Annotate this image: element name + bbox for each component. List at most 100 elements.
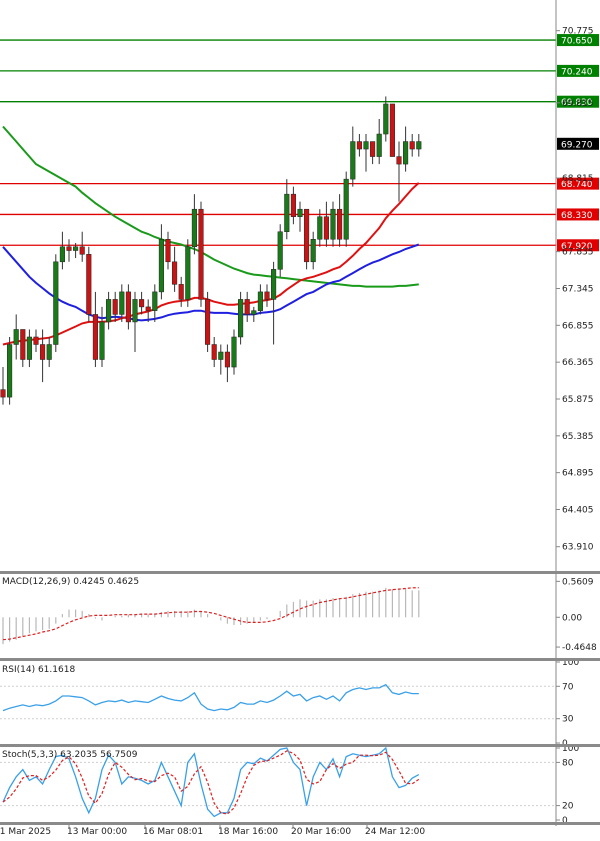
stochastic-tick-label: 80 bbox=[562, 758, 574, 768]
rsi-line bbox=[2, 683, 419, 712]
candle-body bbox=[290, 193, 296, 217]
candle-body bbox=[317, 216, 323, 240]
candle-body bbox=[79, 246, 85, 255]
candle-body bbox=[218, 351, 224, 360]
stochastic-tick-label: 100 bbox=[562, 744, 579, 754]
candle-body bbox=[26, 336, 32, 360]
candle-body bbox=[383, 103, 389, 135]
price-tick-label: 66.365 bbox=[562, 358, 594, 368]
candle-body bbox=[92, 314, 98, 360]
candle-body bbox=[310, 239, 316, 263]
price-tick-label: 64.405 bbox=[562, 505, 594, 515]
candle-body bbox=[284, 193, 290, 232]
candle-body bbox=[350, 141, 356, 180]
macd-tick-label: 0.00 bbox=[562, 613, 582, 623]
moving-average-line bbox=[2, 125, 419, 288]
current-price-label: 69.270 bbox=[561, 140, 593, 150]
candle-body bbox=[86, 254, 92, 315]
candle-body bbox=[271, 269, 277, 300]
price-panel: 70.650 70.240 69.830 68.740 68.330 67.920 69.2… bbox=[0, 27, 599, 553]
candle-body bbox=[125, 291, 131, 323]
candle-body bbox=[356, 141, 362, 150]
rsi-tick-label: 70 bbox=[562, 682, 574, 692]
candle-body bbox=[46, 344, 52, 360]
candle-body bbox=[330, 208, 336, 240]
candle-body bbox=[205, 299, 211, 345]
price-tick-label: 63.910 bbox=[562, 543, 594, 553]
rsi-tick-label: 30 bbox=[562, 715, 574, 725]
macd-label: MACD(12,26,9) 0.4245 0.4625 bbox=[2, 577, 139, 587]
candle-body bbox=[59, 246, 65, 263]
stochastic-k-line bbox=[2, 746, 420, 818]
candle-body bbox=[370, 141, 376, 157]
level-label-box bbox=[557, 208, 599, 221]
time-axis: 11 Mar 2025 13 Mar 00:00 16 Mar 08:01 18 Ma… bbox=[0, 824, 425, 837]
moving-average-line bbox=[2, 182, 420, 346]
candle-body bbox=[396, 156, 402, 165]
candle-body bbox=[132, 299, 138, 323]
stochastic-label: Stoch(5,3,3) 63.2035 56.7509 bbox=[2, 750, 138, 760]
candle-body bbox=[244, 299, 250, 315]
candle-body bbox=[106, 299, 112, 323]
rsi-panel: RSI(14) 61.1618 10070300 bbox=[0, 658, 579, 749]
candle-body bbox=[112, 299, 118, 315]
price-tick-label: 64.895 bbox=[562, 469, 594, 479]
candle-body bbox=[224, 351, 230, 368]
moving-average-line bbox=[2, 243, 420, 322]
candle-body bbox=[20, 329, 26, 360]
candle-body bbox=[139, 299, 145, 308]
level-label-box bbox=[557, 34, 599, 47]
price-tick-label: 70.775 bbox=[562, 27, 594, 37]
level-label: 68.330 bbox=[561, 211, 593, 221]
candle-body bbox=[416, 141, 422, 150]
level-label: 70.240 bbox=[561, 67, 593, 77]
price-tick-label: 69.815 bbox=[562, 99, 594, 109]
level-label-box bbox=[557, 64, 599, 77]
time-tick-label: 11 Mar 2025 bbox=[0, 827, 51, 837]
candle-body bbox=[231, 336, 237, 368]
candle-body bbox=[251, 310, 257, 315]
price-tick-label: 65.385 bbox=[562, 432, 594, 442]
candle-body bbox=[119, 291, 125, 315]
candle-body bbox=[66, 246, 72, 251]
candle-body bbox=[40, 344, 46, 360]
panel-separator-2 bbox=[0, 744, 600, 747]
candle-body bbox=[297, 208, 303, 217]
panel-separator-0 bbox=[0, 571, 600, 574]
current-price-box bbox=[557, 137, 599, 150]
candle-body bbox=[185, 246, 191, 300]
candle-body bbox=[389, 103, 395, 157]
rsi-tick-label: 100 bbox=[562, 658, 579, 668]
candle-body bbox=[323, 216, 329, 240]
candle-body bbox=[403, 141, 409, 165]
candle-body bbox=[178, 284, 184, 300]
level-label: 67.920 bbox=[561, 242, 593, 252]
panel-separator-1 bbox=[0, 658, 600, 661]
candle-body bbox=[376, 133, 382, 157]
candle-body bbox=[337, 208, 343, 240]
level-label-box bbox=[557, 239, 599, 252]
candle-body bbox=[73, 246, 79, 251]
candle-body bbox=[158, 239, 164, 293]
stochastic-tick-label: 20 bbox=[562, 802, 574, 812]
candle-body bbox=[13, 329, 19, 345]
macd-signal-line bbox=[2, 587, 419, 641]
candle-body bbox=[53, 261, 59, 345]
candle-body bbox=[238, 299, 244, 338]
macd-tick-label: 0.5609 bbox=[562, 577, 594, 587]
stochastic-tick-label: 0 bbox=[562, 816, 568, 826]
candle-body bbox=[33, 336, 39, 345]
candle-body bbox=[0, 389, 6, 398]
price-tick-label: 67.835 bbox=[562, 248, 594, 258]
candle-body bbox=[191, 208, 197, 248]
level-label: 69.830 bbox=[561, 98, 593, 108]
candle-body bbox=[211, 344, 217, 360]
stochastic-d-line bbox=[2, 750, 420, 815]
time-tick-label: 18 Mar 16:00 bbox=[218, 827, 278, 837]
rsi-label: RSI(14) 61.1618 bbox=[2, 665, 75, 675]
candle-body bbox=[152, 291, 158, 311]
level-label: 68.740 bbox=[561, 180, 593, 190]
candle-body bbox=[277, 231, 283, 270]
